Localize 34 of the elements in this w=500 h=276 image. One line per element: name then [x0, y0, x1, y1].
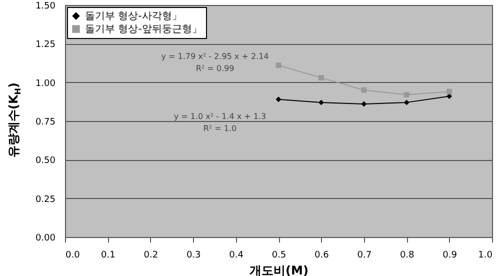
point	[318, 74, 324, 80]
y-tick-label: 0.00	[35, 234, 56, 244]
x-tick-label: 0.5	[272, 250, 286, 260]
point	[446, 88, 452, 94]
y-tick-label: 0.75	[35, 118, 56, 128]
x-tick-label: 0.4	[229, 250, 244, 260]
annotation: y = 1.79 x² - 2.95 x + 2.14	[161, 52, 269, 61]
point	[404, 92, 410, 98]
y-tick-label: 0.50	[35, 156, 56, 166]
y-tick-label: 1.50	[35, 2, 56, 12]
point	[276, 96, 282, 102]
y-tick-label: 1.00	[35, 78, 56, 89]
y-tick-label: 1.25	[35, 40, 56, 50]
x-tick-label: 0.9	[442, 250, 458, 260]
x-tick-label: 0.3	[186, 250, 201, 260]
point	[276, 62, 282, 68]
legend-label: 돌기부 형상-앞뒤둥근형」	[85, 24, 202, 35]
point	[404, 100, 410, 106]
annotation: R² = 0.99	[196, 64, 234, 73]
point	[361, 87, 367, 93]
point	[361, 101, 367, 107]
legend-label: 돌기부 형상-사각형」	[85, 11, 182, 22]
point	[318, 100, 324, 106]
annotation: y = 1.0 x² - 1.4 x + 1.3	[174, 112, 266, 121]
y-tick-label: 0.25	[35, 194, 56, 205]
x-tick-label: 0.1	[101, 250, 116, 260]
x-tick-label: 0.0	[66, 250, 80, 260]
x-tick-label: 0.6	[314, 250, 330, 260]
x-tick-label: 0.8	[400, 250, 415, 260]
x-tick-label: 0.7	[357, 250, 372, 260]
point	[446, 94, 452, 99]
x-tick-label: 1.0	[478, 250, 493, 260]
x-tick-label: 0.2	[144, 250, 158, 260]
annotation: R² = 1.0	[203, 124, 237, 133]
